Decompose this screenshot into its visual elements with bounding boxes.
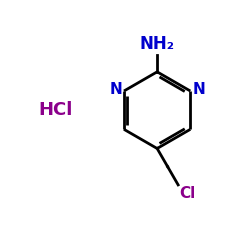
Text: NH₂: NH₂ — [140, 34, 175, 52]
Text: HCl: HCl — [38, 101, 73, 119]
Text: N: N — [192, 82, 205, 97]
Text: N: N — [109, 82, 122, 97]
Text: Cl: Cl — [180, 186, 196, 201]
